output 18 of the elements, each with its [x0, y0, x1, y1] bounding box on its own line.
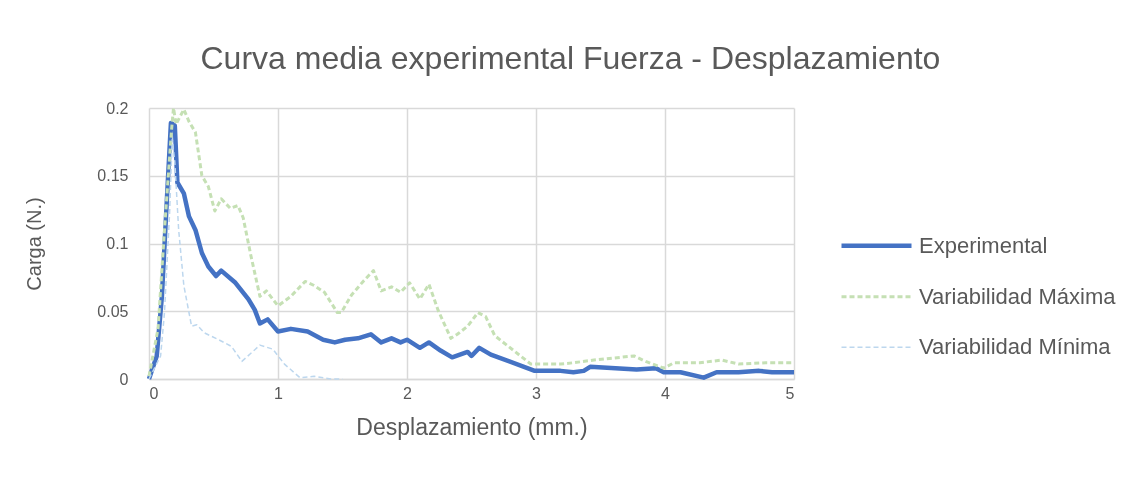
x-tick-label: 1 — [274, 384, 284, 402]
y-tick-label: 0.15 — [97, 167, 129, 185]
y-tick-label: 0.1 — [106, 235, 129, 252]
line-series — [148, 138, 344, 380]
legend-label: Experimental — [919, 232, 1048, 258]
y-tick-label: 0.2 — [106, 99, 129, 117]
x-tick-label: 0 — [149, 384, 159, 402]
chart-title: Curva media experimental Fuerza - Desplazamiento — [200, 40, 941, 76]
x-tick-label: 5 — [785, 384, 795, 402]
legend-label: Variabilidad Máxima — [919, 283, 1117, 309]
y-axis-title: Carga (N.) — [23, 197, 46, 291]
x-tick-label: 4 — [661, 384, 671, 402]
x-tick-label: 2 — [403, 384, 413, 402]
x-axis-title: Desplazamiento (mm.) — [356, 413, 588, 440]
y-tick-label: 0 — [119, 370, 129, 388]
legend-label: Variabilidad Mínima — [919, 334, 1112, 360]
y-tick-label: 0.05 — [97, 302, 129, 320]
x-tick-label: 3 — [532, 384, 542, 402]
